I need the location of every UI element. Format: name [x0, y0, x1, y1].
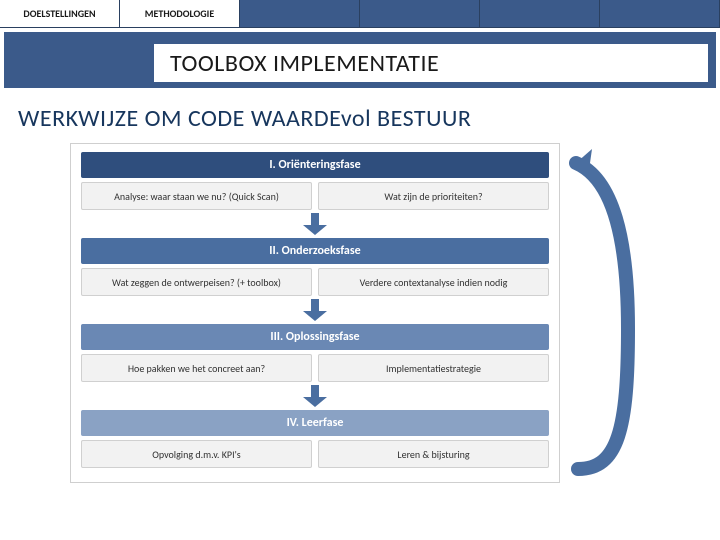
phase-2-sub-2: Verdere contextanalyse indien nodig: [318, 268, 549, 296]
arrow-down-icon: [81, 299, 549, 321]
arrow-down-icon: [81, 213, 549, 235]
title-band: TOOLBOX IMPLEMENTATIE: [4, 32, 716, 88]
tab-doelstellingen[interactable]: DOELSTELLINGEN: [0, 0, 120, 27]
tab-empty-6[interactable]: [600, 0, 720, 27]
diagram-wrap: I. Oriënteringsfase Analyse: waar staan …: [70, 143, 630, 483]
tab-methodologie[interactable]: METHODOLOGIE: [120, 0, 240, 27]
phase-1-header: I. Oriënteringsfase: [81, 152, 549, 178]
phase-4-header: IV. Leerfase: [81, 410, 549, 436]
page-subtitle: WERKWIJZE OM CODE WAARDEvol BESTUUR: [0, 88, 720, 143]
phase-3-subrow: Hoe pakken we het concreet aan? Implemen…: [81, 354, 549, 382]
tab-empty-3[interactable]: [240, 0, 360, 27]
phase-4-sub-2: Leren & bijsturing: [318, 440, 549, 468]
phase-3-header: III. Oplossingsfase: [81, 324, 549, 350]
phase-2-sub-1: Wat zeggen de ontwerpeisen? (+ toolbox): [81, 268, 312, 296]
page-title: TOOLBOX IMPLEMENTATIE: [154, 44, 708, 82]
tab-bar: DOELSTELLINGEN METHODOLOGIE: [0, 0, 720, 28]
arrow-down-icon: [81, 385, 549, 407]
feedback-arrow-icon: [558, 149, 638, 479]
tab-empty-4[interactable]: [360, 0, 480, 27]
tab-empty-5[interactable]: [480, 0, 600, 27]
process-diagram: I. Oriënteringsfase Analyse: waar staan …: [70, 143, 560, 483]
phase-4-subrow: Opvolging d.m.v. KPI's Leren & bijsturin…: [81, 440, 549, 468]
phase-1-subrow: Analyse: waar staan we nu? (Quick Scan) …: [81, 182, 549, 210]
phase-1-sub-2: Wat zijn de prioriteiten?: [318, 182, 549, 210]
tab-label: DOELSTELLINGEN: [23, 7, 95, 20]
tab-label: METHODOLOGIE: [145, 7, 214, 20]
phase-4-sub-1: Opvolging d.m.v. KPI's: [81, 440, 312, 468]
phase-3-sub-1: Hoe pakken we het concreet aan?: [81, 354, 312, 382]
phase-3-sub-2: Implementatiestrategie: [318, 354, 549, 382]
phase-1-sub-1: Analyse: waar staan we nu? (Quick Scan): [81, 182, 312, 210]
phase-2-header: II. Onderzoeksfase: [81, 238, 549, 264]
phase-2-subrow: Wat zeggen de ontwerpeisen? (+ toolbox) …: [81, 268, 549, 296]
